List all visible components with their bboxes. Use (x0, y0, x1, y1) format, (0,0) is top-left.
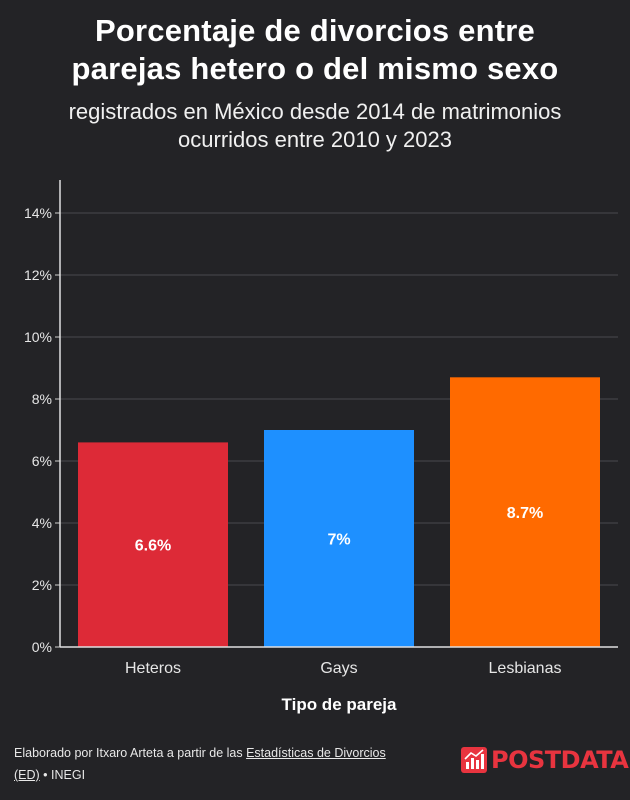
y-tick-label: 4% (32, 515, 52, 531)
bar-gays[interactable] (264, 430, 414, 647)
x-tick-label: Lesbianas (489, 660, 562, 677)
chart-subtitle: registrados en México desde 2014 de matr… (0, 98, 630, 154)
source-link-abbrev[interactable]: (ED) (14, 768, 40, 782)
chart-title: Porcentaje de divorcios entre parejas he… (0, 12, 630, 88)
y-tick-label: 14% (24, 205, 52, 221)
bar-chart: 0% 2% 4% 6% 8% 10% 12% 14% 6.6% Heteros 7% Gays 8.7%… (24, 180, 618, 714)
data-label: 7% (327, 532, 350, 549)
x-tick-label: Heteros (125, 660, 181, 677)
bar-chart-logo-icon (461, 747, 487, 773)
data-label: 6.6% (135, 538, 171, 555)
y-tick-label: 0% (32, 639, 52, 655)
bar-lesbianas[interactable] (450, 377, 600, 647)
brand-name: POSTDATA (491, 746, 629, 774)
y-tick-label: 8% (32, 391, 52, 407)
source-link[interactable]: Estadísticas de Divorcios (246, 746, 386, 760)
subtitle-line-2: ocurridos entre 2010 y 2023 (178, 127, 452, 152)
credit-suffix: • INEGI (39, 768, 86, 782)
postdata-logo[interactable]: POSTDATA (461, 746, 629, 774)
y-tick-label: 12% (24, 267, 52, 283)
bar-heteros[interactable] (78, 442, 228, 647)
source-credit: Elaborado por Itxaro Arteta a partir de … (14, 742, 454, 786)
data-label: 8.7% (507, 505, 543, 522)
y-tick-label: 10% (24, 329, 52, 345)
y-tick-label: 6% (32, 453, 52, 469)
x-axis-label: Tipo de pareja (282, 695, 397, 714)
title-line-2: parejas hetero o del mismo sexo (71, 51, 559, 86)
y-tick-label: 2% (32, 577, 52, 593)
x-tick-label: Gays (320, 660, 357, 677)
credit-prefix: Elaborado por Itxaro Arteta a partir de … (14, 746, 247, 760)
title-line-1: Porcentaje de divorcios entre (95, 13, 535, 48)
subtitle-line-1: registrados en México desde 2014 de matr… (68, 99, 562, 124)
